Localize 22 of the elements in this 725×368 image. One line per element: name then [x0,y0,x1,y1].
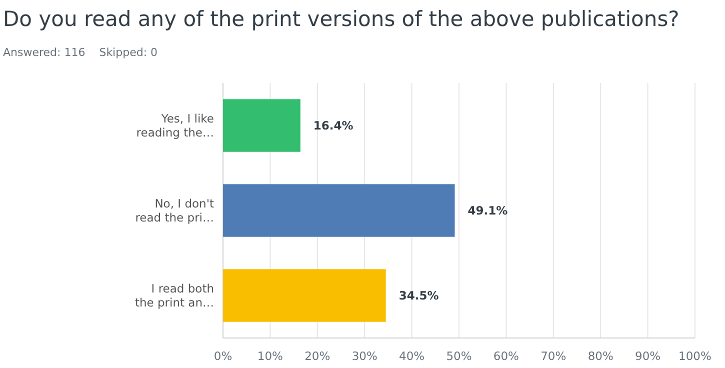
y-tick-label: No, I don't read the pri… [135,196,214,224]
x-tick-label: 50% [446,349,472,363]
bar [223,269,386,322]
x-tick-label: 0% [214,349,232,363]
data-label: 16.4% [313,118,354,132]
x-tick-label: 80% [588,349,614,363]
x-tick-label: 30% [352,349,378,363]
x-tick-label: 20% [304,349,330,363]
bar [223,184,455,237]
text: Answered: 116 Skipped: 0 [3,46,158,59]
x-tick-label: 70% [540,349,566,363]
chart-title: Do you read any of the print versions of the above publications? [3,7,680,31]
x-tick-label: 100% [678,349,712,363]
data-label: 49.1% [468,204,508,218]
x-tick-label: 90% [635,349,661,363]
x-tick-label: 60% [493,349,520,363]
data-label: 34.5% [398,288,440,302]
bar [223,99,300,152]
y-tick-label: Yes, I like reading the… [136,112,214,140]
x-tick-label: 10% [257,349,284,363]
y-tick-label: I read both the print an… [134,282,214,310]
x-tick-label: 40% [399,349,425,363]
